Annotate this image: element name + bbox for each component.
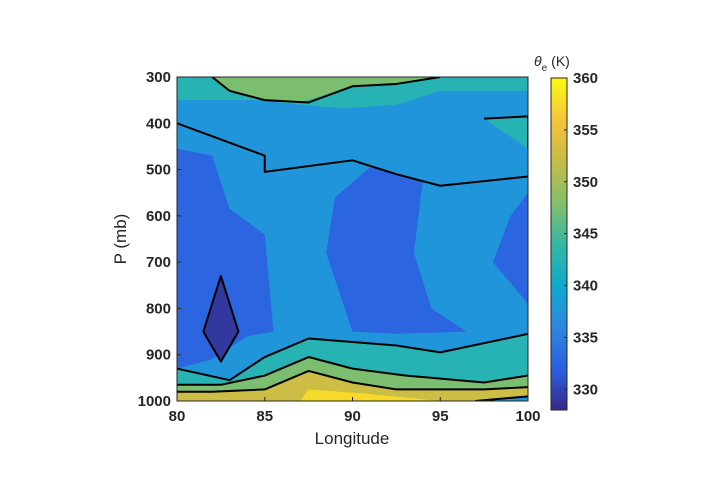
y-axis-label: P (mb) [111, 214, 130, 265]
contour-line-6 [177, 369, 528, 393]
y-tick-label: 300 [146, 69, 171, 86]
contour-line-7 [475, 395, 528, 401]
colorbar-tick-label: 340 [573, 278, 598, 295]
y-tick-label: 1000 [138, 393, 171, 410]
contour-region-9 [203, 276, 239, 362]
contour-line-3 [202, 275, 240, 363]
x-axis-label: Longitude [315, 429, 390, 448]
colorbar-axis: 330 335 340 345 350 355 360 [564, 70, 598, 398]
x-tick-label: 90 [344, 408, 361, 425]
contour-region-6 [177, 148, 274, 369]
x-axis: 80 85 90 95 100 [169, 397, 541, 425]
y-tick-label: 800 [146, 300, 171, 317]
x-tick-label: 80 [169, 408, 186, 425]
contour-region-12 [177, 370, 528, 401]
y-tick-label: 600 [146, 208, 171, 225]
colorbar-tick-label: 330 [573, 381, 598, 398]
contour-region-13 [299, 389, 441, 401]
x-tick-label: 100 [515, 408, 540, 425]
colorbar-tick-label: 355 [573, 122, 598, 139]
contour-line-2 [484, 115, 528, 149]
contour-region-7 [326, 167, 467, 334]
y-axis: 300 400 500 600 700 800 900 1000 [138, 69, 181, 410]
x-tick-label: 95 [432, 408, 449, 425]
y-tick-label: 500 [146, 162, 171, 179]
y-tick-label: 900 [146, 347, 171, 364]
colorbar-title: θe (K) [534, 53, 570, 74]
contour-line-0 [211, 77, 441, 104]
contour-region-2 [212, 77, 441, 103]
colorbar-tick-label: 350 [573, 174, 598, 191]
x-tick-label: 85 [256, 408, 273, 425]
colorbar-tick-label: 345 [573, 226, 598, 243]
contour-region-10 [177, 333, 528, 385]
contour-line-5 [177, 356, 528, 386]
contour-line-layer [177, 77, 528, 401]
y-tick-label: 700 [146, 254, 171, 271]
contour-region-8 [492, 192, 528, 304]
contour-fill-layer [177, 77, 528, 401]
colorbar-tick-label: 360 [573, 70, 598, 87]
contour-region-5 [484, 116, 528, 149]
y-tick-label: 400 [146, 115, 171, 132]
colorbar [550, 77, 568, 411]
contour-line-4 [177, 332, 528, 382]
contour-region-11 [177, 357, 528, 392]
colorbar-tick-label: 335 [573, 329, 598, 346]
contour-line-1 [177, 122, 528, 187]
